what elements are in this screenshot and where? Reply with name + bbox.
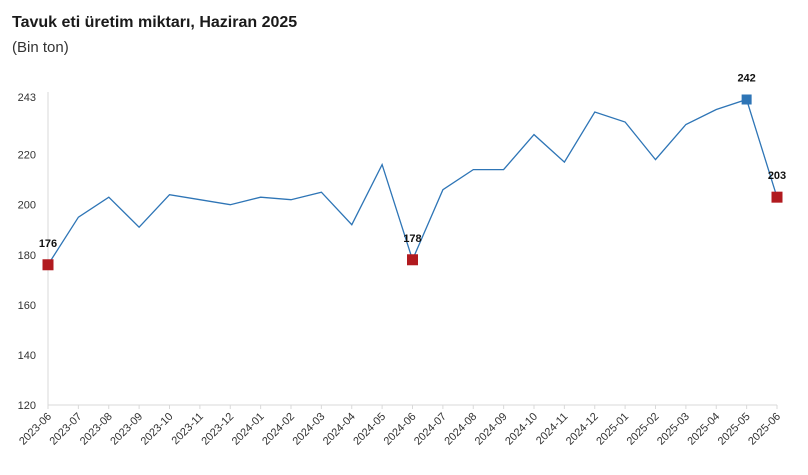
data-point-marker [771, 191, 783, 203]
data-label: 242 [737, 73, 755, 85]
x-tick-label: 2025-06 [746, 411, 783, 448]
x-tick-label: 2025-05 [716, 411, 753, 448]
x-tick-label: 2024-06 [382, 411, 419, 448]
x-tick-label: 2024-12 [564, 411, 601, 448]
x-tick-label: 2023-12 [199, 411, 236, 448]
x-tick-label: 2024-10 [503, 411, 540, 448]
data-label: 178 [403, 233, 421, 245]
x-tick-label: 2025-04 [685, 411, 722, 448]
y-tick-label: 200 [18, 200, 36, 212]
x-tick-label: 2024-09 [473, 411, 510, 448]
x-tick-label: 2024-03 [290, 411, 327, 448]
data-point-marker [741, 94, 752, 105]
x-tick-label: 2023-10 [139, 411, 176, 448]
x-tick-label: 2024-04 [321, 411, 358, 448]
x-tick-label: 2023-06 [17, 411, 54, 448]
y-axis-ticks: 120 140 160 180 200 220 243 [18, 92, 36, 412]
data-point-marker [407, 254, 418, 266]
x-tick-label: 2025-02 [625, 411, 662, 448]
chart-axes [47, 92, 777, 406]
x-tick-label: 2023-07 [47, 411, 84, 448]
x-tick-label: 2025-03 [655, 411, 692, 448]
chart-subtitle: (Bin ton) [12, 39, 69, 56]
x-tick-label: 2024-05 [351, 411, 388, 448]
x-tick-label: 2024-08 [442, 411, 479, 448]
chart-title: Tavuk eti üretim miktarı, Haziran 2025 [12, 14, 298, 31]
data-label: 203 [768, 170, 786, 182]
marker-layer [42, 94, 783, 271]
y-tick-label: 160 [18, 300, 36, 312]
y-tick-label: 120 [18, 400, 36, 412]
data-label: 176 [39, 238, 57, 250]
x-tick-label: 2024-07 [412, 411, 449, 448]
y-tick-label: 243 [18, 92, 36, 104]
y-tick-label: 140 [18, 350, 36, 362]
y-tick-label: 220 [18, 150, 36, 162]
x-tick-label: 2024-01 [230, 411, 267, 448]
x-tick-label: 2023-08 [78, 411, 115, 448]
x-tick-label: 2023-09 [108, 411, 145, 448]
y-tick-label: 180 [18, 250, 36, 262]
x-tick-label: 2025-01 [594, 411, 631, 448]
x-tick-label: 2024-02 [260, 411, 297, 448]
data-point-marker [42, 259, 54, 271]
data-label-layer: 176 178 242 203 [39, 73, 786, 250]
